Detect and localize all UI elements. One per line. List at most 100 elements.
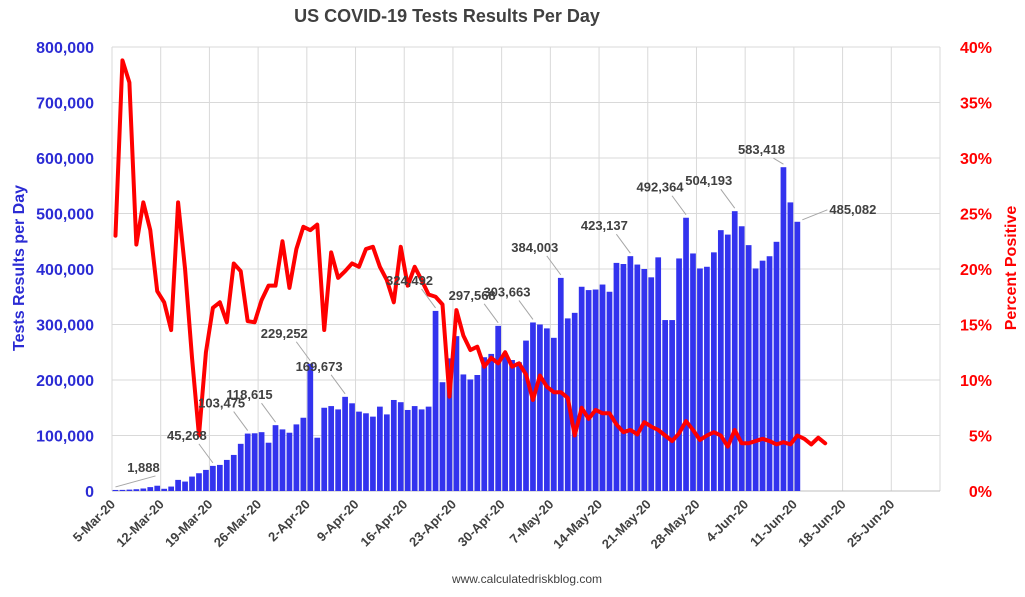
x-tick-label: 11-Jun-20 bbox=[747, 497, 800, 550]
bar bbox=[745, 245, 752, 491]
bar bbox=[544, 328, 550, 491]
bar bbox=[147, 487, 154, 491]
data-label-leader bbox=[115, 475, 156, 488]
y-tick-right-label: 5% bbox=[969, 429, 992, 446]
bar bbox=[780, 167, 787, 491]
bar bbox=[265, 442, 272, 491]
x-tick-label: 2-Apr-20 bbox=[265, 497, 313, 545]
x-tick-label: 21-May-20 bbox=[599, 497, 654, 552]
y-tick-right-label: 0% bbox=[969, 484, 992, 501]
x-tick-label: 19-Mar-20 bbox=[162, 497, 216, 551]
bar bbox=[196, 473, 202, 491]
data-label: 297,568 bbox=[449, 288, 496, 303]
bar bbox=[335, 409, 341, 491]
bar bbox=[182, 481, 188, 491]
x-tick-label: 23-Apr-20 bbox=[406, 497, 459, 550]
bar bbox=[286, 432, 293, 491]
bar bbox=[787, 202, 794, 491]
y-tick-left-label: 600,000 bbox=[36, 151, 94, 168]
data-label-leader bbox=[261, 402, 276, 423]
bar bbox=[794, 221, 801, 492]
x-tick-label: 16-Apr-20 bbox=[357, 497, 410, 550]
x-tick-label: 28-May-20 bbox=[648, 497, 703, 552]
bar bbox=[773, 241, 780, 491]
x-tick-label: 14-May-20 bbox=[550, 497, 605, 552]
data-label: 384,003 bbox=[511, 240, 558, 255]
x-tick-label: 4-Jun-20 bbox=[703, 497, 751, 545]
bar bbox=[460, 374, 467, 491]
bar bbox=[557, 277, 564, 491]
bar bbox=[648, 277, 655, 491]
bar bbox=[502, 353, 508, 491]
bar bbox=[537, 324, 543, 491]
x-tick-label: 9-Apr-20 bbox=[314, 497, 362, 545]
data-label-leader bbox=[518, 300, 534, 320]
bar bbox=[439, 382, 446, 491]
bar bbox=[133, 489, 140, 491]
bar bbox=[411, 406, 418, 491]
bar bbox=[377, 406, 383, 491]
chart-title: US COVID-19 Tests Results Per Day bbox=[294, 6, 600, 26]
data-label: 485,082 bbox=[829, 202, 876, 217]
bar bbox=[216, 464, 223, 491]
y-axis-right-label: Percent Positive bbox=[1003, 206, 1020, 331]
bar bbox=[516, 362, 522, 491]
y-tick-left-label: 800,000 bbox=[36, 40, 94, 57]
bar bbox=[571, 312, 578, 491]
percent-positive-line bbox=[113, 58, 828, 449]
y-tick-right-label: 20% bbox=[960, 262, 992, 279]
data-label: 229,252 bbox=[261, 326, 308, 341]
data-label: 103,475 bbox=[198, 396, 245, 411]
bar bbox=[495, 325, 502, 491]
bar bbox=[523, 340, 529, 491]
bar bbox=[356, 411, 362, 491]
bar bbox=[112, 489, 119, 491]
x-tick-label: 26-Mar-20 bbox=[211, 497, 265, 551]
bar bbox=[752, 268, 759, 491]
bar bbox=[251, 433, 258, 491]
bar bbox=[453, 336, 460, 491]
y-tick-right-label: 25% bbox=[960, 207, 992, 224]
bar bbox=[230, 454, 237, 491]
bar bbox=[717, 230, 724, 491]
bar bbox=[662, 320, 669, 491]
bar bbox=[474, 375, 481, 491]
bar bbox=[210, 465, 216, 491]
bar bbox=[404, 409, 411, 491]
bar bbox=[258, 432, 265, 491]
bar bbox=[641, 269, 648, 491]
bar bbox=[550, 337, 557, 491]
bar bbox=[669, 320, 675, 491]
bar bbox=[349, 403, 355, 491]
x-tick-label: 7-May-20 bbox=[507, 497, 557, 547]
y-axis-right-ticks: 0% 5% 10% 15% 20% 25% 30% 35% 40% bbox=[960, 40, 992, 501]
y-tick-left-label: 0 bbox=[85, 484, 94, 501]
source-credit: www.calculatedriskblog.com bbox=[451, 572, 602, 586]
data-label: 423,137 bbox=[581, 218, 628, 233]
data-label: 492,364 bbox=[637, 180, 685, 195]
x-tick-label: 18-Jun-20 bbox=[795, 497, 849, 551]
bar bbox=[627, 256, 634, 491]
data-label: 303,663 bbox=[483, 284, 530, 299]
bar bbox=[189, 476, 195, 491]
bar bbox=[585, 290, 592, 491]
bar bbox=[759, 260, 766, 491]
gridlines bbox=[111, 46, 941, 492]
bar bbox=[690, 253, 696, 491]
bar bbox=[418, 409, 425, 491]
data-label-leader bbox=[773, 157, 784, 165]
data-label-leader bbox=[802, 209, 828, 221]
bar bbox=[161, 488, 168, 491]
data-label-leader bbox=[295, 341, 311, 362]
data-label: 118,615 bbox=[226, 387, 272, 402]
bar bbox=[154, 485, 161, 491]
y-tick-left-label: 200,000 bbox=[36, 373, 94, 390]
data-label-leader bbox=[483, 303, 499, 324]
bar bbox=[168, 486, 174, 491]
data-label: 169,673 bbox=[296, 359, 343, 374]
bar bbox=[119, 489, 126, 491]
bar bbox=[467, 379, 474, 491]
x-tick-label: 12-Mar-20 bbox=[113, 497, 167, 551]
